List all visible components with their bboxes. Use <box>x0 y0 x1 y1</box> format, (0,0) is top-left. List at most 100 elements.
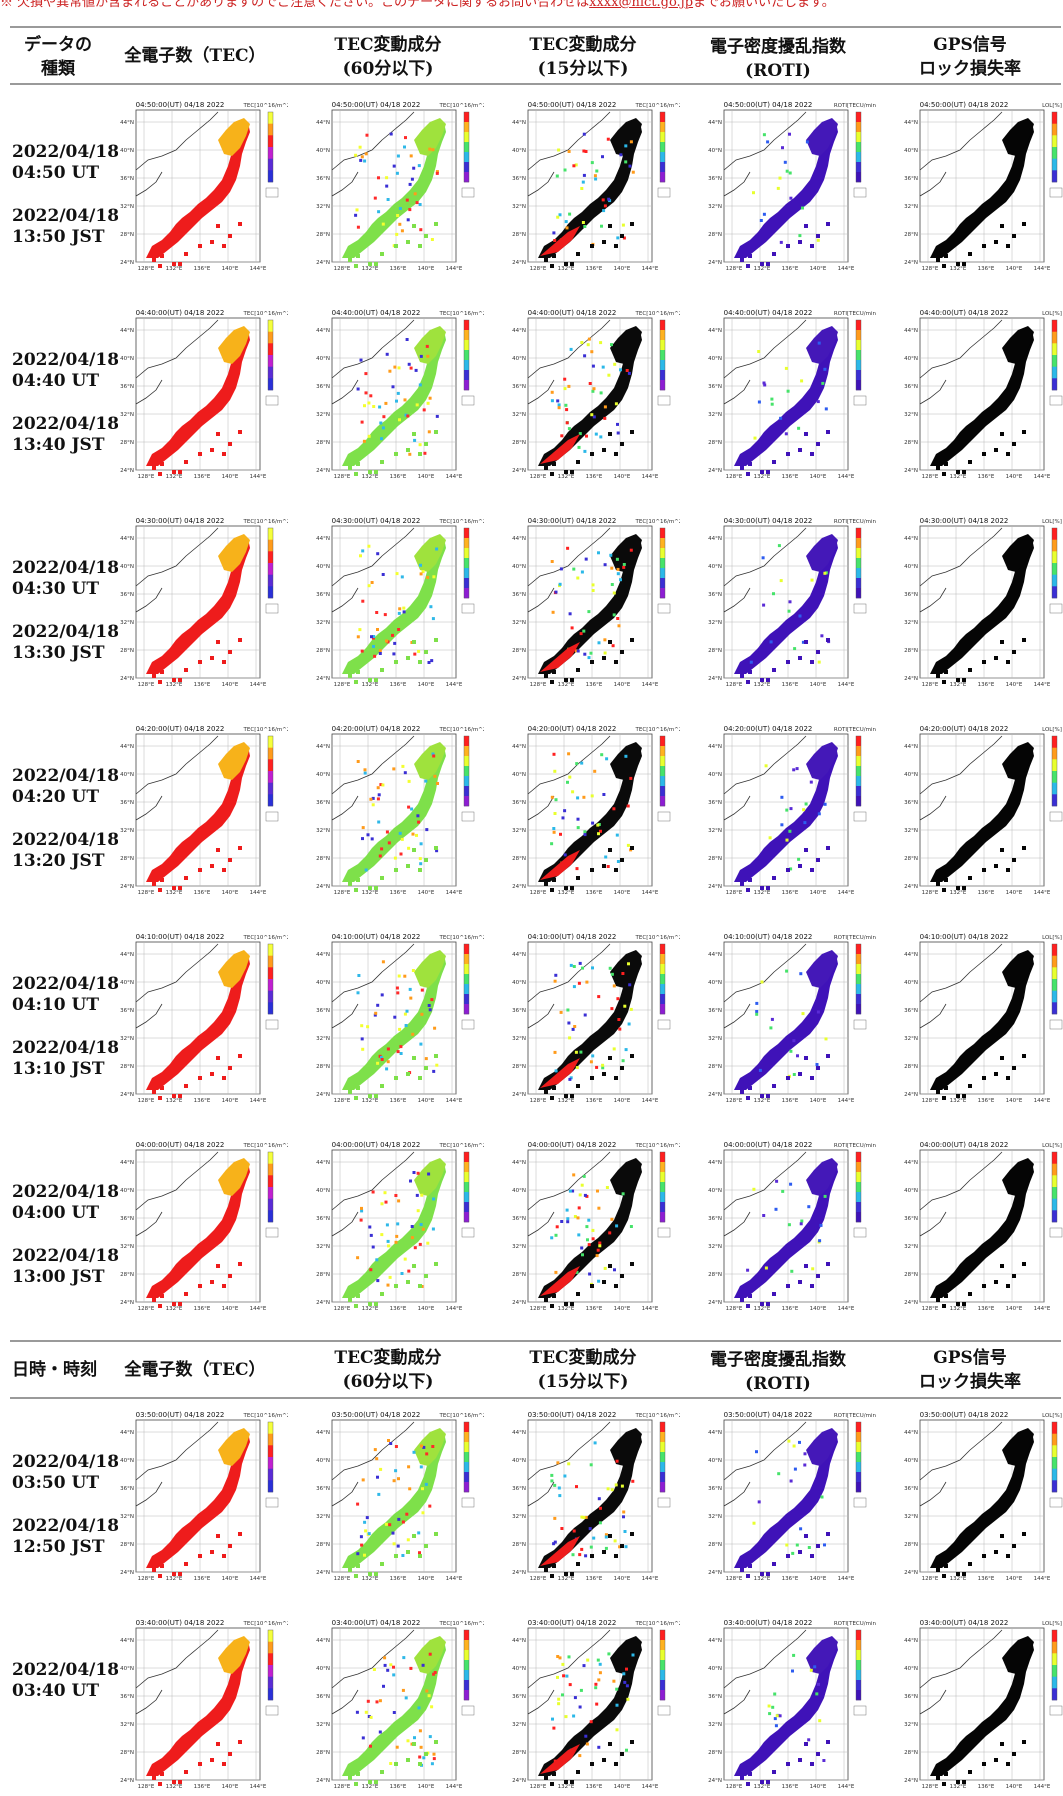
svg-text:44°N: 44°N <box>904 328 918 334</box>
map-thumbnail-roti[interactable]: 04:50:00(UT) 04/18 2022 ROTI[TECU/min] 44°… <box>706 100 876 278</box>
colorbar-unit: TEC[10^16/m^2] <box>635 311 680 317</box>
svg-text:132°E: 132°E <box>362 1576 379 1582</box>
map-title: 03:50:00(UT) 04/18 2022 <box>136 1411 225 1419</box>
svg-text:36°N: 36°N <box>120 384 134 390</box>
svg-text:28°N: 28°N <box>904 232 918 238</box>
map-thumbnail-roti[interactable]: 03:40:00(UT) 04/18 2022 ROTI[TECU/min] 44°… <box>706 1618 876 1796</box>
map-thumbnail-dtec15[interactable]: 04:40:00(UT) 04/18 2022 TEC[10^16/m^2] 44°… <box>510 308 680 486</box>
svg-text:136°E: 136°E <box>978 1306 995 1312</box>
svg-text:144°E: 144°E <box>250 890 267 896</box>
svg-text:140°E: 140°E <box>810 474 827 480</box>
svg-text:144°E: 144°E <box>250 1098 267 1104</box>
map-thumbnail-lol[interactable]: 03:50:00(UT) 04/18 2022 LOL[%] 44°N 40°N 36°… <box>902 1410 1063 1588</box>
map-thumbnail-tec[interactable]: 03:50:00(UT) 04/18 2022 TEC[10^16/m^2] 44°… <box>118 1410 288 1588</box>
svg-text:28°N: 28°N <box>904 648 918 654</box>
svg-text:132°E: 132°E <box>558 682 575 688</box>
map-thumbnail-dtec60[interactable]: 04:20:00(UT) 04/18 2022 TEC[10^16/m^2] 44°… <box>314 724 484 902</box>
svg-text:40°N: 40°N <box>316 772 330 778</box>
svg-text:44°N: 44°N <box>120 536 134 542</box>
svg-text:140°E: 140°E <box>222 266 239 272</box>
map-thumbnail-lol[interactable]: 04:40:00(UT) 04/18 2022 LOL[%] 44°N 40°N 36°… <box>902 308 1063 486</box>
svg-text:32°N: 32°N <box>708 828 722 834</box>
map-thumbnail-dtec15[interactable]: 04:00:00(UT) 04/18 2022 TEC[10^16/m^2] 44°… <box>510 1140 680 1318</box>
map-thumbnail-tec[interactable]: 04:50:00(UT) 04/18 2022 TEC[10^16/m^2] 44°… <box>118 100 288 278</box>
svg-text:140°E: 140°E <box>810 890 827 896</box>
colorbar-unit: TEC[10^16/m^2] <box>635 103 680 109</box>
svg-text:44°N: 44°N <box>904 120 918 126</box>
map-thumbnail-tec[interactable]: 03:40:00(UT) 04/18 2022 TEC[10^16/m^2] 44°… <box>118 1618 288 1796</box>
svg-text:132°E: 132°E <box>558 890 575 896</box>
map-thumbnail-lol[interactable]: 04:30:00(UT) 04/18 2022 LOL[%] 44°N 40°N 36°… <box>902 516 1063 694</box>
map-thumbnail-tec[interactable]: 04:00:00(UT) 04/18 2022 TEC[10^16/m^2] 44°… <box>118 1140 288 1318</box>
header-dtec60-2: TEC変動成分 (60分以下) <box>334 1348 442 1392</box>
svg-text:136°E: 136°E <box>782 1306 799 1312</box>
map-thumbnail-dtec15[interactable]: 04:30:00(UT) 04/18 2022 TEC[10^16/m^2] 44°… <box>510 516 680 694</box>
svg-text:32°N: 32°N <box>708 1722 722 1728</box>
svg-text:40°N: 40°N <box>316 1666 330 1672</box>
svg-text:36°N: 36°N <box>512 592 526 598</box>
svg-text:144°E: 144°E <box>838 682 855 688</box>
svg-text:128°E: 128°E <box>726 890 743 896</box>
jst-date: 2022/04/18 <box>12 1516 120 1536</box>
svg-text:32°N: 32°N <box>316 828 330 834</box>
map-thumbnail-dtec60[interactable]: 04:00:00(UT) 04/18 2022 TEC[10^16/m^2] 44°… <box>314 1140 484 1318</box>
svg-text:144°E: 144°E <box>1034 1098 1051 1104</box>
svg-text:24°N: 24°N <box>708 884 722 890</box>
map-thumbnail-roti[interactable]: 04:00:00(UT) 04/18 2022 ROTI[TECU/min] 44°… <box>706 1140 876 1318</box>
svg-text:136°E: 136°E <box>586 474 603 480</box>
map-thumbnail-dtec15[interactable]: 04:50:00(UT) 04/18 2022 TEC[10^16/m^2] 44°… <box>510 100 680 278</box>
svg-text:32°N: 32°N <box>708 620 722 626</box>
ut-date: 2022/04/18 <box>12 1660 120 1680</box>
map-thumbnail-dtec15[interactable]: 04:10:00(UT) 04/18 2022 TEC[10^16/m^2] 44°… <box>510 932 680 1110</box>
map-thumbnail-dtec15[interactable]: 04:20:00(UT) 04/18 2022 TEC[10^16/m^2] 44°… <box>510 724 680 902</box>
map-thumbnail-lol[interactable]: 03:40:00(UT) 04/18 2022 LOL[%] 44°N 40°N 36°… <box>902 1618 1063 1796</box>
svg-text:44°N: 44°N <box>904 536 918 542</box>
svg-text:136°E: 136°E <box>586 890 603 896</box>
svg-text:140°E: 140°E <box>810 1306 827 1312</box>
svg-text:128°E: 128°E <box>334 266 351 272</box>
svg-text:28°N: 28°N <box>708 1064 722 1070</box>
svg-text:28°N: 28°N <box>120 1542 134 1548</box>
map-thumbnail-dtec60[interactable]: 03:50:00(UT) 04/18 2022 TEC[10^16/m^2] 44°… <box>314 1410 484 1588</box>
map-thumbnail-roti[interactable]: 04:10:00(UT) 04/18 2022 ROTI[TECU/min] 44°… <box>706 932 876 1110</box>
map-thumbnail-roti[interactable]: 04:20:00(UT) 04/18 2022 ROTI[TECU/min] 44°… <box>706 724 876 902</box>
map-thumbnail-tec[interactable]: 04:20:00(UT) 04/18 2022 TEC[10^16/m^2] 44°… <box>118 724 288 902</box>
map-thumbnail-dtec60[interactable]: 04:10:00(UT) 04/18 2022 TEC[10^16/m^2] 44°… <box>314 932 484 1110</box>
contact-link[interactable]: xxxx@nict.go.jp <box>589 0 694 10</box>
map-thumbnail-roti[interactable]: 04:40:00(UT) 04/18 2022 ROTI[TECU/min] 44°… <box>706 308 876 486</box>
header-dtec15-2: TEC変動成分 (15分以下) <box>529 1348 637 1392</box>
map-thumbnail-dtec60[interactable]: 04:30:00(UT) 04/18 2022 TEC[10^16/m^2] 44°… <box>314 516 484 694</box>
map-thumbnail-tec[interactable]: 04:40:00(UT) 04/18 2022 TEC[10^16/m^2] 44°… <box>118 308 288 486</box>
map-thumbnail-lol[interactable]: 04:50:00(UT) 04/18 2022 LOL[%] 44°N 40°N 36°… <box>902 100 1063 278</box>
svg-text:24°N: 24°N <box>708 1570 722 1576</box>
svg-text:132°E: 132°E <box>754 474 771 480</box>
map-thumbnail-tec[interactable]: 04:10:00(UT) 04/18 2022 TEC[10^16/m^2] 44°… <box>118 932 288 1110</box>
svg-text:36°N: 36°N <box>708 1008 722 1014</box>
svg-text:24°N: 24°N <box>512 676 526 682</box>
map-title: 04:20:00(UT) 04/18 2022 <box>724 725 813 733</box>
map-thumbnail-dtec60[interactable]: 03:40:00(UT) 04/18 2022 TEC[10^16/m^2] 44°… <box>314 1618 484 1796</box>
map-thumbnail-dtec15[interactable]: 03:50:00(UT) 04/18 2022 TEC[10^16/m^2] 44°… <box>510 1410 680 1588</box>
svg-text:128°E: 128°E <box>334 474 351 480</box>
map-thumbnail-lol[interactable]: 04:20:00(UT) 04/18 2022 LOL[%] 44°N 40°N 36°… <box>902 724 1063 902</box>
map-thumbnail-dtec60[interactable]: 04:40:00(UT) 04/18 2022 TEC[10^16/m^2] 44°… <box>314 308 484 486</box>
svg-text:136°E: 136°E <box>978 890 995 896</box>
map-thumbnail-lol[interactable]: 04:10:00(UT) 04/18 2022 LOL[%] 44°N 40°N 36°… <box>902 932 1063 1110</box>
svg-text:36°N: 36°N <box>904 1694 918 1700</box>
map-thumbnail-roti[interactable]: 03:50:00(UT) 04/18 2022 ROTI[TECU/min] 44°… <box>706 1410 876 1588</box>
map-thumbnail-dtec15[interactable]: 03:40:00(UT) 04/18 2022 TEC[10^16/m^2] 44°… <box>510 1618 680 1796</box>
header-lol: GPS信号 ロック損失率 <box>919 35 1021 79</box>
map-title: 03:40:00(UT) 04/18 2022 <box>528 1619 617 1627</box>
map-thumbnail-dtec60[interactable]: 04:50:00(UT) 04/18 2022 TEC[10^16/m^2] 44°… <box>314 100 484 278</box>
map-thumbnail-tec[interactable]: 04:30:00(UT) 04/18 2022 TEC[10^16/m^2] 44°… <box>118 516 288 694</box>
svg-text:40°N: 40°N <box>512 1458 526 1464</box>
svg-text:128°E: 128°E <box>922 682 939 688</box>
colorbar-unit: TEC[10^16/m^2] <box>439 727 484 733</box>
map-thumbnail-lol[interactable]: 04:00:00(UT) 04/18 2022 LOL[%] 44°N 40°N 36°… <box>902 1140 1063 1318</box>
svg-text:128°E: 128°E <box>726 266 743 272</box>
svg-text:28°N: 28°N <box>120 1272 134 1278</box>
svg-text:144°E: 144°E <box>838 474 855 480</box>
svg-text:40°N: 40°N <box>512 980 526 986</box>
map-thumbnail-roti[interactable]: 04:30:00(UT) 04/18 2022 ROTI[TECU/min] 44°… <box>706 516 876 694</box>
svg-text:140°E: 140°E <box>418 1098 435 1104</box>
